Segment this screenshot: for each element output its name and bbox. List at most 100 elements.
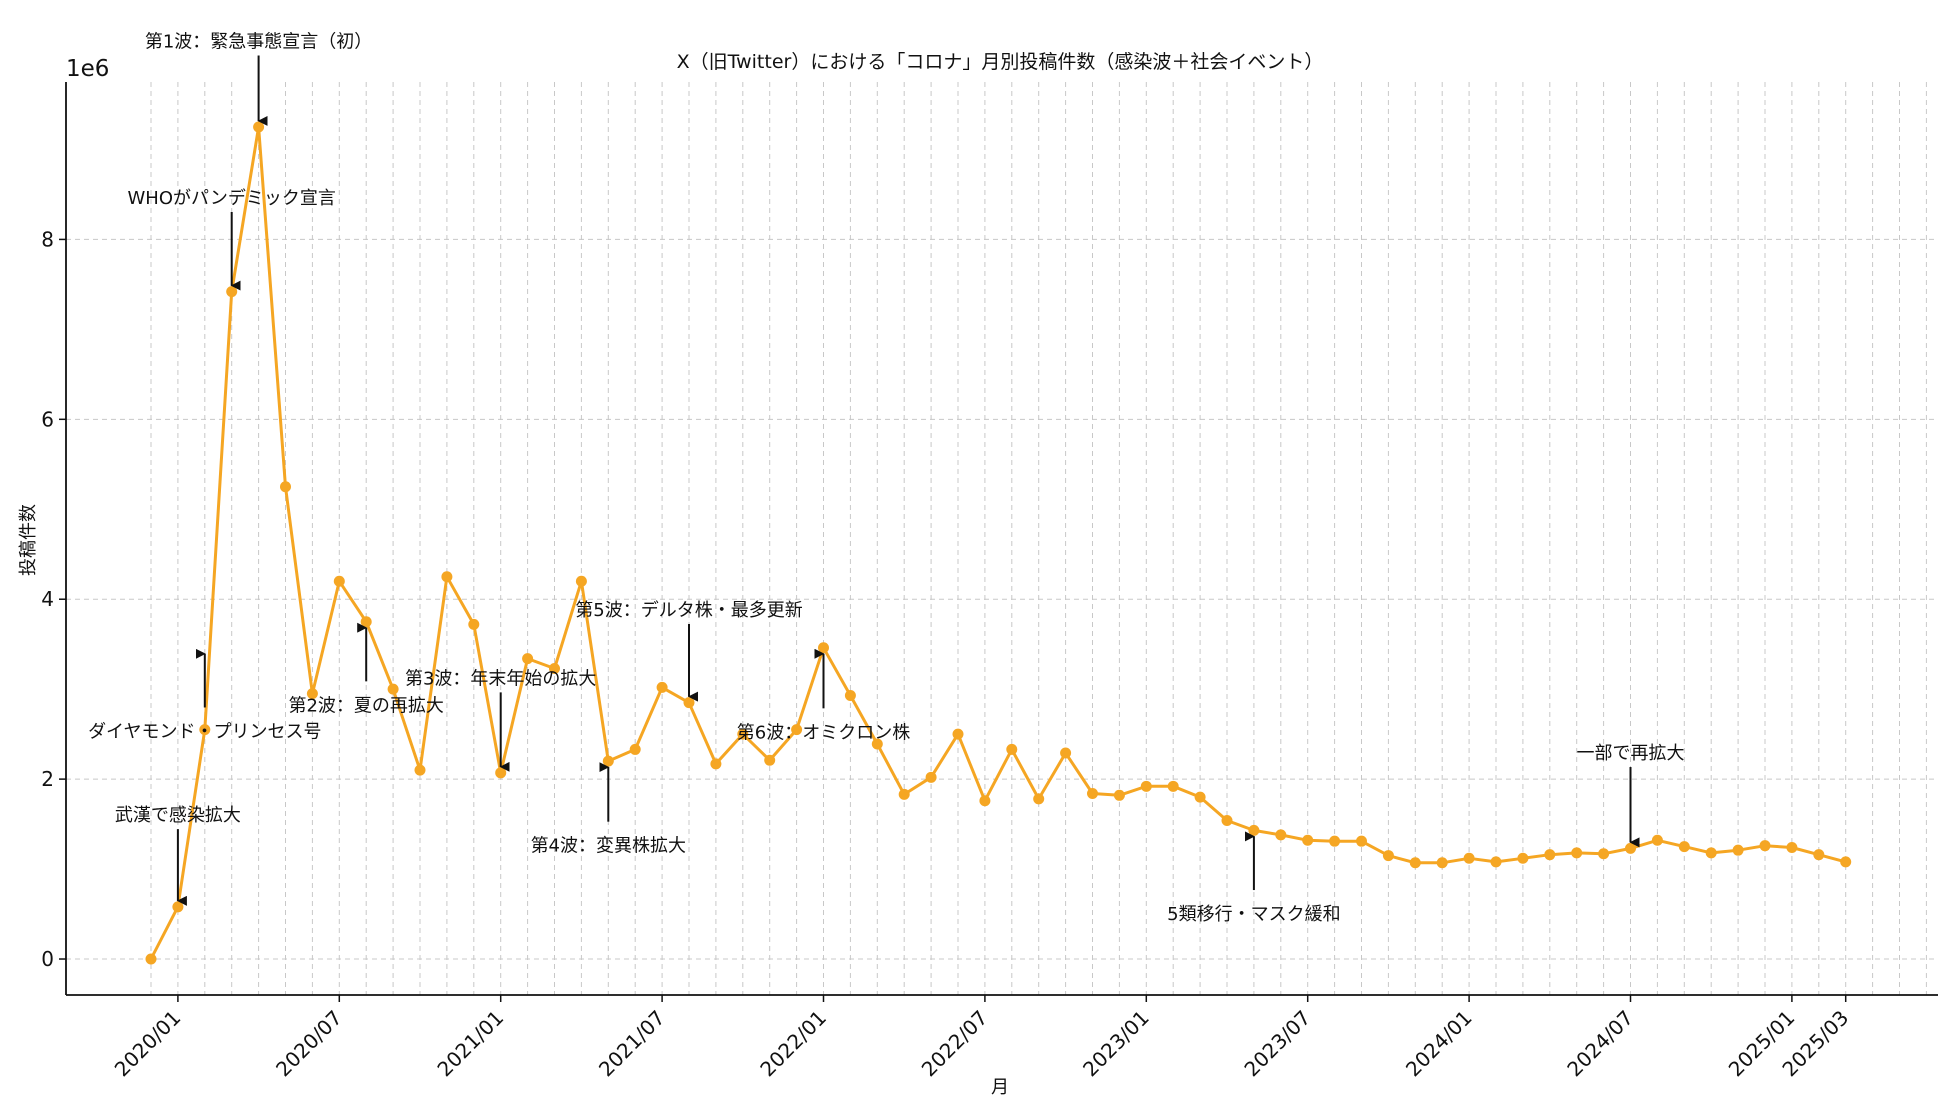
data-point [1060,747,1072,759]
data-point [737,728,749,740]
data-point [1194,791,1206,803]
data-point [306,688,318,700]
data-point [1813,849,1825,861]
x-ticks: 2020/01 2020/07 2021/01 2021/07 2022/01 2022/… [110,995,1853,1082]
annotation-label: 第6波：オミクロン株 [737,722,910,743]
annotation-label: 第1波：緊急事態宣言（初） [145,32,372,53]
data-point [1382,850,1394,862]
data-point [199,724,211,736]
data-point [1786,841,1798,853]
data-point [441,571,453,583]
data-point [764,754,776,766]
x-tick-label: 2020/07 [271,1006,347,1082]
data-point [253,121,265,133]
data-point [1651,834,1663,846]
data-point [656,681,668,693]
annotation-label: 第3波：年末年始の拡大 [405,668,596,689]
x-tick-label: 2020/01 [110,1006,186,1082]
annotation-label: 第4波：変異株拡大 [531,836,686,857]
data-point [1840,856,1852,868]
data-point [468,618,480,630]
data-point [1356,835,1367,847]
y-tick-label: 6 [41,407,54,431]
y-ticks: 0 2 4 6 8 [41,227,66,971]
data-point [1625,842,1636,854]
y-tick-label: 8 [41,227,54,251]
data-point [683,697,695,709]
data-point [1759,840,1771,852]
x-axis-label: 月 [991,1077,1009,1098]
data-point [172,901,184,913]
data-point [1302,834,1314,846]
series [145,121,1852,965]
data-point [602,755,614,767]
annotation-label: WHOがパンデミック宣言 [127,188,335,209]
data-point [226,286,238,298]
x-tick-label: 2024/07 [1562,1006,1638,1082]
data-point [1248,824,1260,836]
data-point [1544,849,1556,861]
annotation-label: 一部で再拡大 [1577,743,1685,764]
data-point [549,662,560,674]
data-point [1517,852,1529,864]
data-point [360,616,372,628]
annotation-label: 5類移行・マスク緩和 [1167,904,1340,925]
data-point [925,771,937,783]
annotations: 武漢で感染拡大 ダイヤモンド・プリンセス号 WHOがパンデミック宣言 第1波：緊急事態… [88,32,1684,926]
data-point [1705,847,1717,859]
data-point [145,953,157,965]
axes [65,82,1938,996]
data-point [1571,847,1583,859]
data-point [1598,848,1610,860]
data-point [575,575,587,587]
series-line [149,125,1847,960]
x-tick-label: 2024/01 [1401,1006,1477,1082]
y-axis-label: 投稿件数 [18,504,39,576]
data-point [333,575,345,587]
x-tick-label: 2022/07 [917,1006,993,1082]
data-point [522,653,534,665]
data-point [1329,835,1341,847]
data-point [1006,743,1018,755]
data-point [1275,829,1287,841]
data-point [1409,857,1421,869]
data-point [898,788,910,800]
data-point [952,728,964,740]
data-point [414,764,426,776]
x-tick-label: 2021/01 [433,1006,509,1082]
annotation-label: ダイヤモンド・プリンセス号 [88,721,321,742]
data-point [1221,814,1233,826]
data-point [1140,780,1152,792]
chart-title: X（旧Twitter）における「コロナ」月別投稿件数（感染波＋社会イベント） [677,51,1324,73]
data-point [1732,844,1744,856]
data-point [818,642,829,654]
data-point [1490,856,1502,868]
data-point [1033,793,1045,805]
data-point [871,738,883,750]
y-multiplier-label: 1e6 [66,56,109,82]
data-point [387,683,399,695]
data-point [1167,780,1179,792]
y-tick-label: 4 [41,587,54,611]
data-point [280,481,291,493]
x-tick-label: 2021/07 [594,1006,670,1082]
data-point [979,795,991,807]
data-point [495,767,507,779]
data-point [710,758,722,770]
x-tick-label: 2023/07 [1240,1006,1316,1082]
data-point [844,689,856,701]
data-point [1087,788,1098,800]
data-point [1113,789,1125,801]
y-tick-label: 2 [41,767,54,791]
data-point [1463,852,1475,864]
x-tick-label: 2022/01 [755,1006,831,1082]
annotation-label: 第2波：夏の再拡大 [288,695,443,716]
data-point [1436,857,1448,869]
annotation-label: 武漢で感染拡大 [115,805,241,826]
data-point [791,724,803,736]
data-point [629,743,641,755]
grid [66,82,1938,995]
x-tick-label: 2023/01 [1078,1006,1154,1082]
data-point [1678,841,1690,853]
